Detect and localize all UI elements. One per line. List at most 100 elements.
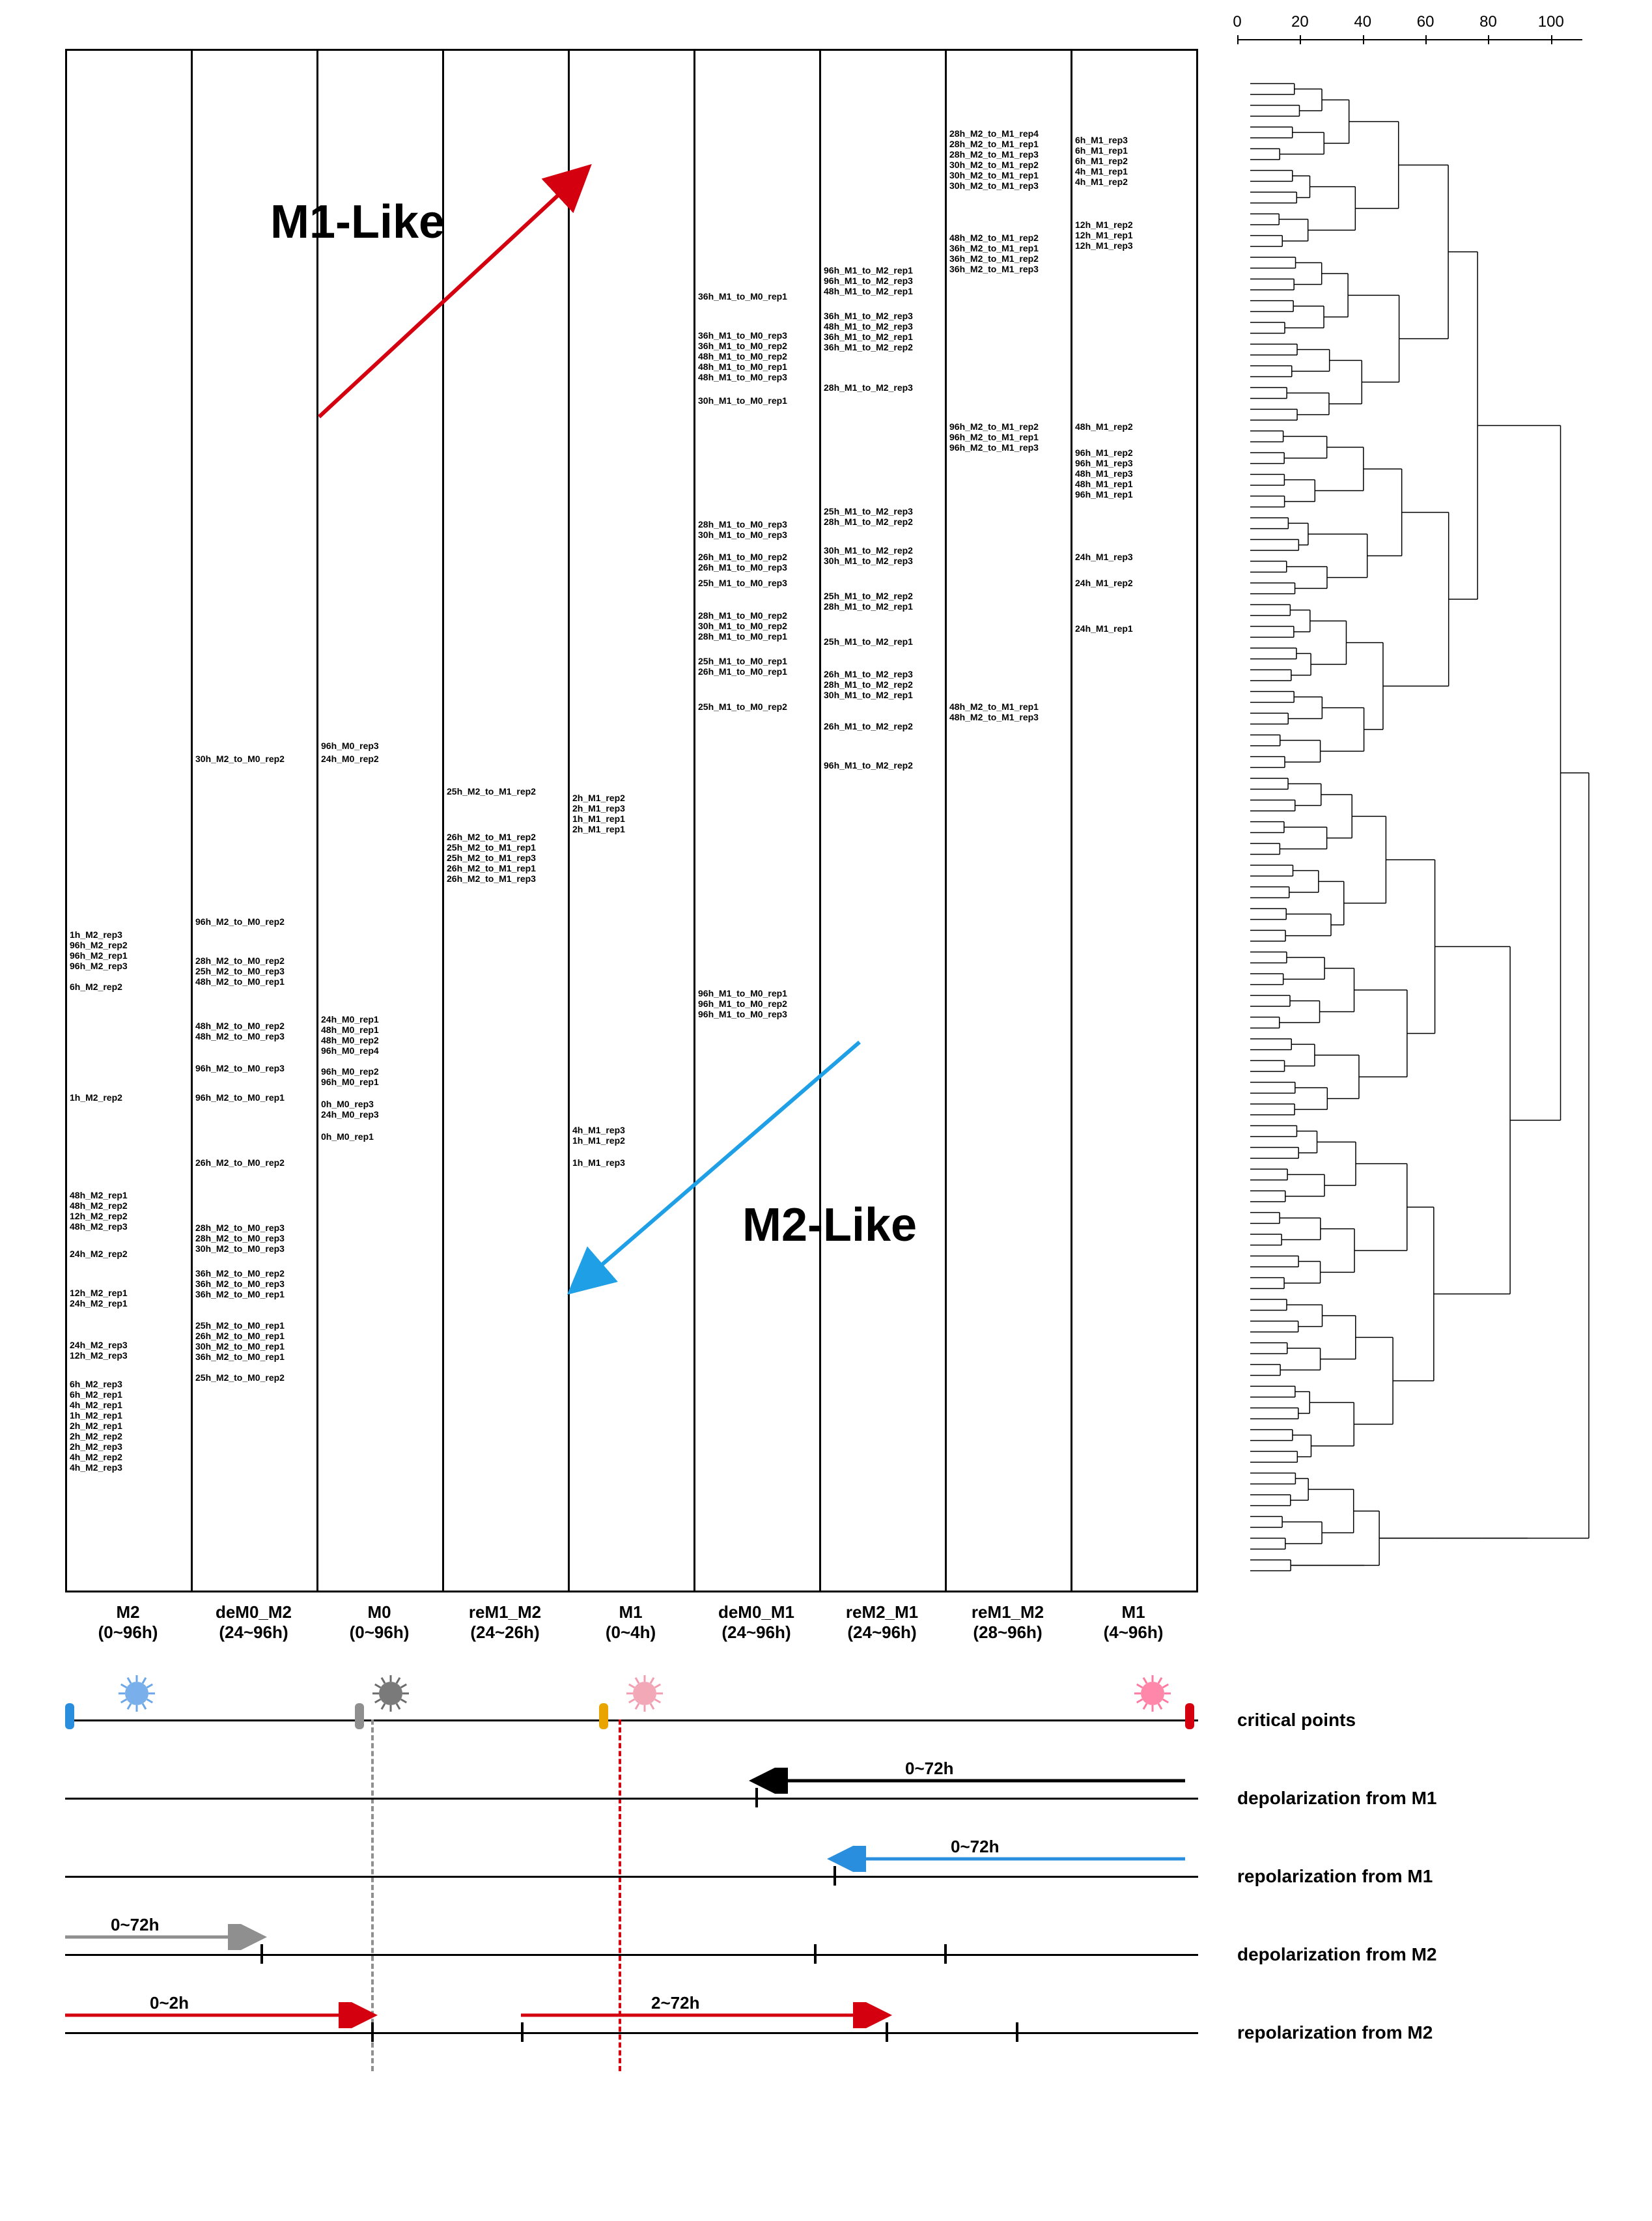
sample-label: 96h_M2_rep1 — [70, 951, 128, 961]
critical-tick — [355, 1703, 364, 1729]
sample-label: 26h_M2_to_M1_rep3 — [447, 874, 536, 884]
sample-label: 24h_M2_rep3 — [70, 1340, 128, 1350]
sample-label: 36h_M2_to_M0_rep1 — [195, 1352, 285, 1362]
sample-label: 36h_M2_to_M1_rep3 — [949, 264, 1039, 274]
sample-label: 28h_M2_to_M1_rep3 — [949, 150, 1039, 160]
sample-label: 25h_M2_to_M1_rep2 — [447, 787, 536, 797]
sample-label: 96h_M2_to_M1_rep3 — [949, 443, 1039, 453]
sample-label: 4h_M2_rep2 — [70, 1452, 122, 1462]
sample-label: 48h_M2_to_M0_rep1 — [195, 977, 285, 987]
sample-label: 4h_M1_rep2 — [1075, 177, 1128, 187]
sample-label: 30h_M2_to_M1_rep2 — [949, 160, 1039, 170]
sample-label: 36h_M2_to_M0_rep1 — [195, 1290, 285, 1299]
sample-label: 30h_M1_to_M0_rep1 — [698, 396, 787, 406]
sample-label: 36h_M1_to_M2_rep2 — [824, 343, 913, 352]
column-header-M2: M2(0~96h) — [65, 1602, 191, 1643]
sample-label: 36h_M2_to_M1_rep1 — [949, 244, 1039, 253]
sample-label: 30h_M2_to_M1_rep1 — [949, 171, 1039, 180]
sample-label: 36h_M2_to_M0_rep2 — [195, 1269, 285, 1279]
sample-label: 28h_M1_to_M2_rep2 — [824, 517, 913, 527]
sample-label: 96h_M1_to_M2_rep3 — [824, 276, 913, 286]
sample-label: 24h_M2_rep2 — [70, 1249, 128, 1259]
sample-label: 96h_M2_rep3 — [70, 961, 128, 971]
sample-label: 26h_M2_to_M0_rep1 — [195, 1331, 285, 1341]
period-label: 0~72h — [905, 1759, 953, 1779]
sample-label: 48h_M2_rep3 — [70, 1222, 128, 1232]
sample-label: 30h_M2_to_M0_rep1 — [195, 1342, 285, 1351]
column-M1_late: 6h_M1_rep36h_M1_rep16h_M1_rep24h_M1_rep1… — [1072, 51, 1198, 1591]
timeline-row-label: depolarization from M2 — [1237, 1944, 1436, 1965]
sample-label: 6h_M1_rep1 — [1075, 146, 1128, 156]
column-header-deM0_M2: deM0_M2(24~96h) — [191, 1602, 316, 1643]
sample-label: 12h_M2_rep3 — [70, 1351, 128, 1361]
column-header-reM1_M2: reM1_M2(24~26h) — [442, 1602, 568, 1643]
sample-label: 24h_M1_rep3 — [1075, 552, 1133, 562]
sample-label: 48h_M1_to_M0_rep3 — [698, 373, 787, 382]
sample-label: 26h_M2_to_M1_rep1 — [447, 864, 536, 873]
sample-label: 96h_M1_to_M2_rep2 — [824, 761, 913, 771]
sample-label: 6h_M2_rep1 — [70, 1390, 122, 1400]
sample-label: 4h_M2_rep1 — [70, 1400, 122, 1410]
sample-label: 96h_M0_rep2 — [321, 1067, 379, 1077]
scale-tick-label: 80 — [1479, 13, 1497, 31]
sample-label: 25h_M2_to_M1_rep1 — [447, 843, 536, 853]
sample-label: 48h_M2_rep2 — [70, 1201, 128, 1211]
sample-label: 30h_M1_to_M2_rep3 — [824, 556, 913, 566]
sample-label: 25h_M1_to_M0_rep2 — [698, 702, 787, 712]
column-header-M1_early: M1(0~4h) — [568, 1602, 693, 1643]
cell-icon — [625, 1674, 664, 1713]
sample-label: 0h_M0_rep1 — [321, 1132, 374, 1142]
sample-label: 48h_M1_rep1 — [1075, 479, 1133, 489]
period-label: 0~72h — [951, 1837, 999, 1857]
sample-label: 24h_M1_rep2 — [1075, 578, 1133, 588]
sample-label: 48h_M1_to_M0_rep2 — [698, 352, 787, 361]
sample-label: 28h_M1_to_M2_rep1 — [824, 602, 913, 612]
scale-tick-label: 20 — [1291, 13, 1309, 31]
sample-label: 24h_M0_rep2 — [321, 754, 379, 764]
sample-label: 25h_M1_to_M2_rep2 — [824, 591, 913, 601]
sample-label: 96h_M2_to_M0_rep2 — [195, 917, 285, 927]
sample-label: 30h_M1_to_M0_rep3 — [698, 530, 787, 540]
sample-label: 96h_M1_to_M0_rep1 — [698, 989, 787, 998]
sample-label: 12h_M2_rep1 — [70, 1288, 128, 1298]
sample-label: 48h_M1_to_M0_rep1 — [698, 362, 787, 372]
cell-icon — [371, 1674, 410, 1713]
arrow-icon — [52, 2002, 384, 2028]
m2-like-arrow-icon — [547, 1016, 886, 1316]
sample-label: 6h_M1_rep2 — [1075, 156, 1128, 166]
sample-label: 28h_M1_to_M2_rep2 — [824, 680, 913, 690]
column-M2: 1h_M2_rep396h_M2_rep296h_M2_rep196h_M2_r… — [67, 51, 193, 1591]
sample-label: 96h_M0_rep4 — [321, 1046, 379, 1056]
cell-icon — [1133, 1674, 1172, 1713]
timeline-row-label: depolarization from M1 — [1237, 1788, 1436, 1809]
sample-label: 26h_M2_to_M1_rep2 — [447, 832, 536, 842]
sample-label: 48h_M2_to_M1_rep3 — [949, 713, 1039, 722]
sample-label: 28h_M1_to_M0_rep3 — [698, 520, 787, 530]
sample-label: 26h_M1_to_M2_rep2 — [824, 722, 913, 731]
sample-label: 12h_M1_rep2 — [1075, 220, 1133, 230]
sample-label: 2h_M2_rep3 — [70, 1442, 122, 1452]
sample-label: 25h_M1_to_M0_rep1 — [698, 657, 787, 666]
sample-label: 2h_M1_rep2 — [572, 793, 625, 803]
sample-label: 36h_M1_to_M0_rep1 — [698, 292, 787, 302]
sample-label: 1h_M2_rep1 — [70, 1411, 122, 1421]
sample-label: 96h_M2_to_M0_rep3 — [195, 1064, 285, 1073]
dendrogram — [1250, 78, 1602, 1576]
sample-label: 6h_M1_rep3 — [1075, 135, 1128, 145]
sample-label: 48h_M1_to_M2_rep3 — [824, 322, 913, 332]
sample-label: 12h_M1_rep1 — [1075, 231, 1133, 240]
sample-label: 2h_M2_rep2 — [70, 1432, 122, 1441]
sample-label: 12h_M1_rep3 — [1075, 241, 1133, 251]
critical-tick — [599, 1703, 608, 1729]
sample-label: 48h_M0_rep2 — [321, 1036, 379, 1045]
sample-label: 28h_M2_to_M0_rep3 — [195, 1223, 285, 1233]
sample-label: 25h_M2_to_M0_rep1 — [195, 1321, 285, 1331]
sample-label: 24h_M1_rep1 — [1075, 624, 1133, 634]
sample-label: 30h_M1_to_M2_rep1 — [824, 690, 913, 700]
sample-label: 36h_M1_to_M0_rep2 — [698, 341, 787, 351]
sample-label: 25h_M1_to_M0_rep3 — [698, 578, 787, 588]
column-header-M0: M0(0~96h) — [316, 1602, 442, 1643]
period-label: 2~72h — [651, 1993, 699, 2013]
sample-label: 28h_M1_to_M2_rep3 — [824, 383, 913, 393]
timeline-row-label: repolarization from M2 — [1237, 2022, 1433, 2043]
